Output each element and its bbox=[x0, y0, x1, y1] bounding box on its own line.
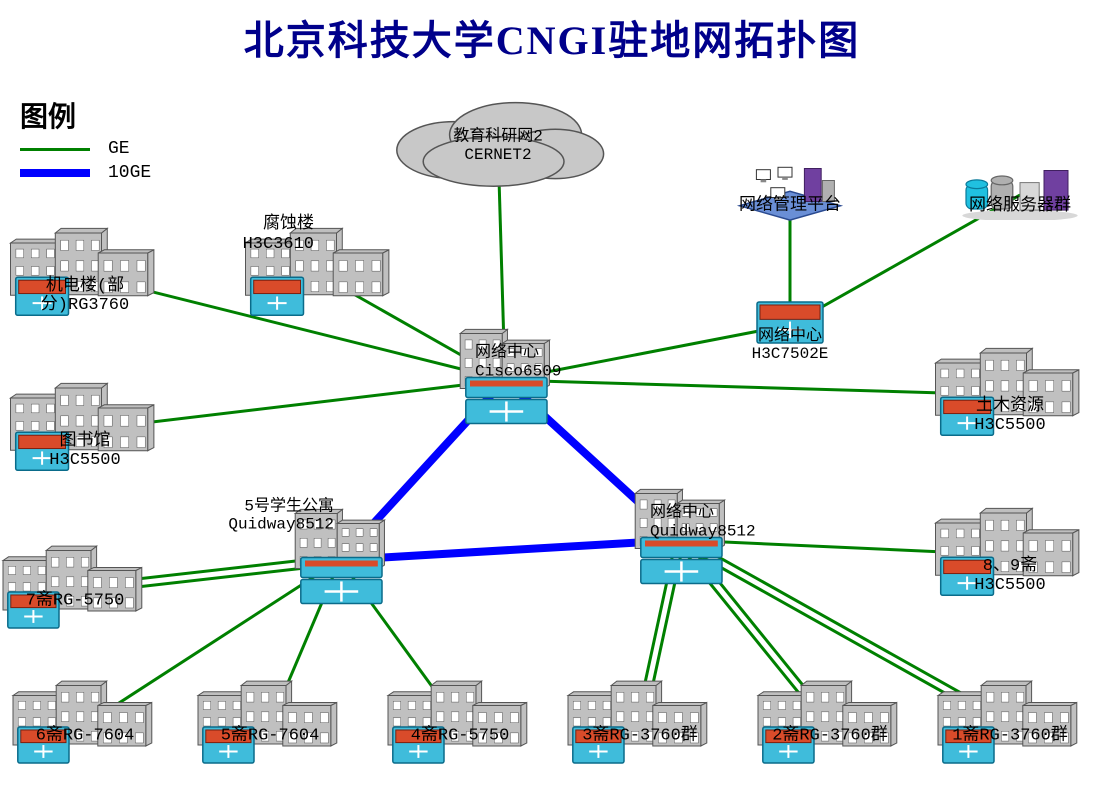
node-fushi: 腐蚀楼 H3C3610 bbox=[238, 225, 403, 325]
zhai2-label: 2斋RG-3760群 bbox=[772, 727, 888, 747]
legend-label-ge: GE bbox=[108, 139, 130, 159]
dorm5-label: 5号学生公寓 Quidway8512 bbox=[228, 498, 334, 535]
quidway-label: 网络中心 Quidway8512 bbox=[650, 504, 756, 541]
zhai6-icon bbox=[5, 678, 165, 773]
legend-row-ge: GE bbox=[20, 139, 151, 159]
node-jd: 机电楼(部 分)RG3760 bbox=[3, 225, 168, 325]
h3c7502-label: 网络中心 H3C7502E bbox=[752, 327, 829, 364]
zhai5-label: 5斋RG-7604 bbox=[221, 727, 320, 747]
zhai1-icon bbox=[930, 678, 1090, 773]
node-zhai4: 4斋RG-5750 bbox=[380, 678, 540, 773]
zhai89-label: 8、9斋 H3C5500 bbox=[974, 557, 1045, 596]
node-dorm5: 5号学生公寓 Quidway8512 bbox=[270, 508, 410, 613]
zhai4-label: 4斋RG-5750 bbox=[411, 727, 510, 747]
cloud-icon: 教育科研网2CERNET2 bbox=[388, 95, 608, 195]
node-tumuziyuan: 土木资源 H3C5500 bbox=[928, 345, 1093, 445]
mgmt-icon bbox=[730, 163, 850, 228]
tumuziyuan-label: 土木资源 H3C5500 bbox=[974, 397, 1045, 436]
jd-label: 机电楼(部 分)RG3760 bbox=[41, 277, 129, 316]
servers-label: 网络服务器群 bbox=[969, 197, 1071, 217]
zhai4-icon bbox=[380, 678, 540, 773]
zhai5-icon bbox=[190, 678, 350, 773]
node-zhai5: 5斋RG-7604 bbox=[190, 678, 350, 773]
lib-label: 图书馆 H3C5500 bbox=[49, 432, 120, 471]
node-zhai2: 2斋RG-3760群 bbox=[750, 678, 910, 773]
fushi-label: 腐蚀楼 H3C3610 bbox=[243, 215, 314, 254]
diagram-stage: { "title": {"text":"北京科技大学CNGI驻地网拓扑图","f… bbox=[0, 0, 1104, 794]
node-servers: 网络服务器群 bbox=[960, 165, 1080, 225]
node-zhai7: 7斋RG-5750 bbox=[0, 543, 155, 638]
legend-swatch-10ge bbox=[20, 169, 90, 177]
title-text: 北京科技大学CNGI驻地网拓扑图 bbox=[244, 18, 860, 63]
diagram-title: 北京科技大学CNGI驻地网拓扑图 bbox=[0, 8, 1104, 66]
svg-text:教育科研网2: 教育科研网2 bbox=[453, 127, 543, 146]
node-h3c7502: 网络中心 H3C7502E bbox=[755, 300, 825, 350]
node-zhai6: 6斋RG-7604 bbox=[5, 678, 165, 773]
node-lib: 图书馆 H3C5500 bbox=[3, 380, 168, 480]
zhai2-icon bbox=[750, 678, 910, 773]
zhai1-label: 1斋RG-3760群 bbox=[952, 727, 1068, 747]
zhai7-label: 7斋RG-5750 bbox=[26, 592, 125, 612]
zhai7-icon bbox=[0, 543, 155, 638]
legend: 图例 GE 10GE bbox=[20, 95, 151, 183]
node-zhai3: 3斋RG-3760群 bbox=[560, 678, 720, 773]
node-quidway: 网络中心 Quidway8512 bbox=[610, 488, 750, 593]
node-mgmt: 网络管理平台 bbox=[730, 163, 850, 228]
node-cloud: 教育科研网2CERNET2 bbox=[388, 95, 608, 195]
legend-label-10ge: 10GE bbox=[108, 163, 151, 183]
zhai3-icon bbox=[560, 678, 720, 773]
node-center: 网络中心 Cisco6509 bbox=[435, 328, 575, 433]
zhai6-label: 6斋RG-7604 bbox=[36, 727, 135, 747]
node-zhai89: 8、9斋 H3C5500 bbox=[928, 505, 1093, 605]
legend-title: 图例 bbox=[20, 95, 151, 135]
mgmt-label: 网络管理平台 bbox=[739, 197, 841, 217]
zhai3-label: 3斋RG-3760群 bbox=[582, 727, 698, 747]
svg-text:CERNET2: CERNET2 bbox=[464, 146, 531, 164]
center-label: 网络中心 Cisco6509 bbox=[475, 344, 561, 381]
legend-row-10ge: 10GE bbox=[20, 163, 151, 183]
node-zhai1: 1斋RG-3760群 bbox=[930, 678, 1090, 773]
legend-swatch-ge bbox=[20, 148, 90, 151]
